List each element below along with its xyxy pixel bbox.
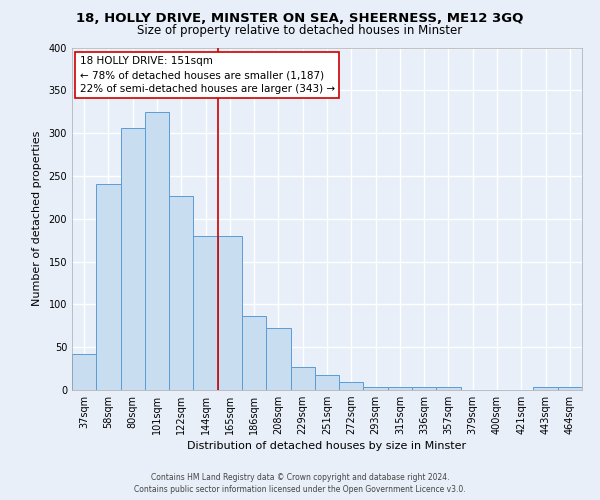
Bar: [193, 236, 218, 390]
Bar: [145, 112, 169, 390]
Bar: [290, 367, 315, 390]
X-axis label: Distribution of detached houses by size in Minster: Distribution of detached houses by size …: [187, 442, 467, 452]
Bar: [169, 196, 193, 390]
Bar: [412, 386, 436, 390]
Text: 18, HOLLY DRIVE, MINSTER ON SEA, SHEERNESS, ME12 3GQ: 18, HOLLY DRIVE, MINSTER ON SEA, SHEERNE…: [76, 12, 524, 26]
Bar: [364, 386, 388, 390]
Text: Size of property relative to detached houses in Minster: Size of property relative to detached ho…: [137, 24, 463, 37]
Bar: [266, 328, 290, 390]
Bar: [121, 128, 145, 390]
Text: Contains HM Land Registry data © Crown copyright and database right 2024.
Contai: Contains HM Land Registry data © Crown c…: [134, 472, 466, 494]
Bar: [388, 386, 412, 390]
Bar: [242, 316, 266, 390]
Text: 18 HOLLY DRIVE: 151sqm
← 78% of detached houses are smaller (1,187)
22% of semi-: 18 HOLLY DRIVE: 151sqm ← 78% of detached…: [80, 56, 335, 94]
Bar: [436, 388, 461, 390]
Y-axis label: Number of detached properties: Number of detached properties: [32, 131, 41, 306]
Bar: [218, 236, 242, 390]
Bar: [315, 376, 339, 390]
Bar: [558, 386, 582, 390]
Bar: [533, 386, 558, 390]
Bar: [72, 354, 96, 390]
Bar: [339, 382, 364, 390]
Bar: [96, 184, 121, 390]
